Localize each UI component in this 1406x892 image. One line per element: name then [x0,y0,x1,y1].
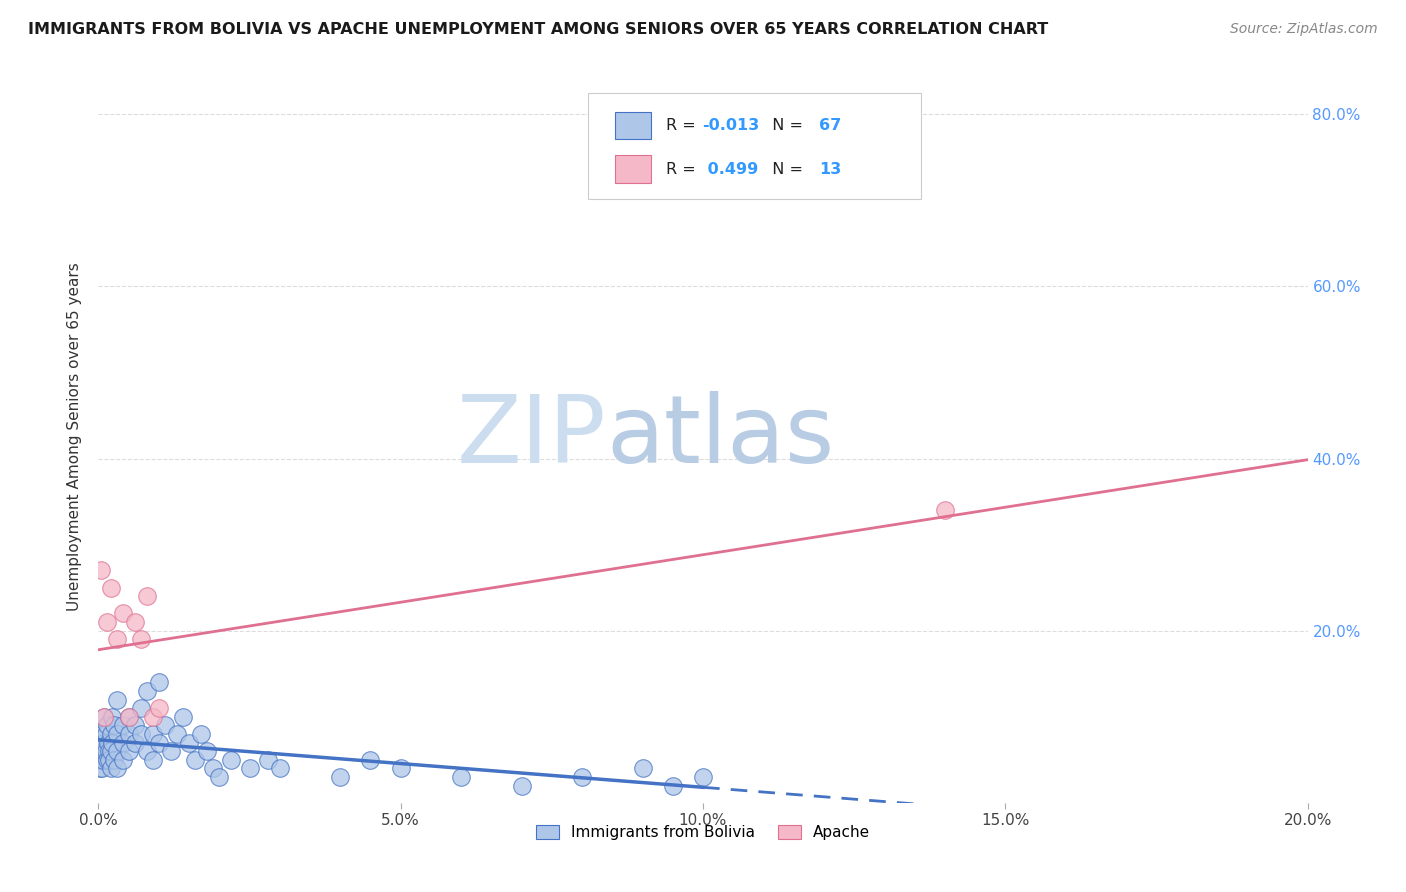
Point [934,503,956,517]
Point [118,710,141,724]
Point [105,761,128,775]
Point [389,761,412,775]
Point [105,727,128,741]
Point [148,701,170,715]
Point [124,615,146,629]
Point [129,632,152,647]
Point [103,753,125,767]
Point [692,770,714,784]
Point [100,581,122,595]
Point [90,735,112,749]
Bar [614,112,651,139]
Point [118,744,141,758]
Point [360,753,382,767]
Text: N =: N = [762,118,808,133]
Point [94,727,117,741]
Point [93,710,115,724]
Point [148,735,170,749]
Point [90,753,112,767]
Point [93,710,115,724]
Point [129,701,152,715]
Point [256,753,278,767]
Point [118,710,141,724]
Legend: Immigrants from Bolivia, Apache: Immigrants from Bolivia, Apache [530,819,876,847]
Point [510,779,533,793]
Point [97,735,120,749]
Text: 0.499: 0.499 [702,161,758,177]
Text: N =: N = [762,161,808,177]
Point [239,761,262,775]
Point [118,727,141,741]
Point [153,718,176,732]
Point [142,710,165,724]
Point [105,744,128,758]
Point [208,770,231,784]
Point [129,727,152,741]
Point [100,761,122,775]
Text: 13: 13 [820,161,841,177]
Point [190,727,212,741]
Point [91,761,114,775]
Point [148,675,170,690]
Point [166,727,188,741]
Point [221,753,243,767]
Bar [614,155,651,183]
Point [98,753,121,767]
Point [329,770,352,784]
Point [450,770,472,784]
Point [571,770,593,784]
Text: ZIP: ZIP [457,391,606,483]
Point [269,761,291,775]
Text: -0.013: -0.013 [702,118,759,133]
FancyBboxPatch shape [588,94,921,200]
Point [93,735,115,749]
Point [142,753,165,767]
Text: Source: ZipAtlas.com: Source: ZipAtlas.com [1230,22,1378,37]
Point [160,744,183,758]
Y-axis label: Unemployment Among Seniors over 65 years: Unemployment Among Seniors over 65 years [67,263,83,611]
Point [111,753,134,767]
Point [142,727,165,741]
Text: IMMIGRANTS FROM BOLIVIA VS APACHE UNEMPLOYMENT AMONG SENIORS OVER 65 YEARS CORRE: IMMIGRANTS FROM BOLIVIA VS APACHE UNEMPL… [28,22,1049,37]
Point [93,744,115,758]
Point [100,744,122,758]
Point [124,718,146,732]
Point [111,718,134,732]
Point [96,718,118,732]
Point [100,727,122,741]
Point [89,744,111,758]
Point [91,753,114,767]
Point [97,744,120,758]
Point [111,607,134,621]
Point [135,744,157,758]
Point [135,589,157,603]
Point [96,753,118,767]
Point [184,753,207,767]
Point [101,735,124,749]
Point [105,692,128,706]
Point [103,718,125,732]
Point [661,779,683,793]
Point [91,727,114,741]
Point [105,632,128,647]
Point [96,744,118,758]
Point [135,684,157,698]
Point [631,761,654,775]
Text: atlas: atlas [606,391,835,483]
Point [202,761,225,775]
Point [96,615,118,629]
Text: R =: R = [665,161,700,177]
Point [100,710,122,724]
Point [195,744,218,758]
Text: 67: 67 [820,118,841,133]
Point [89,761,111,775]
Text: R =: R = [665,118,700,133]
Point [172,710,194,724]
Point [111,735,134,749]
Point [124,735,146,749]
Point [90,564,112,578]
Point [179,735,201,749]
